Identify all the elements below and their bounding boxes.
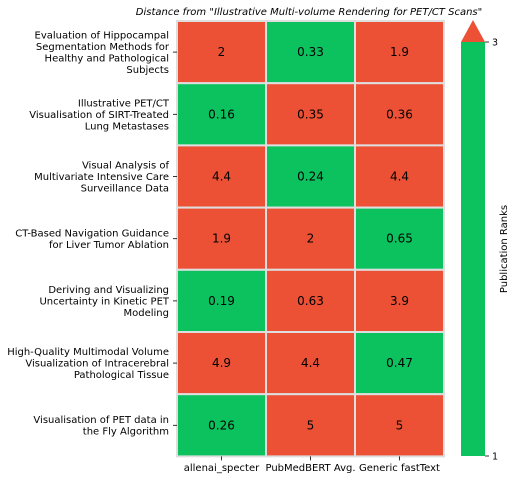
row-label: CT-Based Navigation Guidance for Liver Tu… xyxy=(15,228,169,251)
row-label: Deriving and Visualizing Uncertainty in K… xyxy=(39,285,169,319)
colorbar-tick-label: 3 xyxy=(492,38,498,49)
cell-value-label: 0.16 xyxy=(208,107,235,121)
cell-value-label: 0.36 xyxy=(386,107,413,121)
cell-value-label: 1.9 xyxy=(390,45,409,59)
row-label: Visual Analysis of Multivariate Intensive… xyxy=(34,161,169,195)
column-labels: allenai_specter PubMedBERT Avg. Generic fa… xyxy=(184,456,440,474)
heatmap-cell xyxy=(176,393,267,458)
cell-value-label: 0.24 xyxy=(297,170,324,184)
cell-value-label: 2 xyxy=(307,232,315,246)
colorbar-body xyxy=(461,42,485,456)
cell-value-label: 2 xyxy=(218,45,226,59)
cell-value-label: 0.47 xyxy=(386,356,413,370)
cell-value-label: 0.19 xyxy=(208,294,235,308)
colorbar-tick-label: 1 xyxy=(492,452,498,463)
heatmap-cell xyxy=(265,393,356,458)
column-label: Generic fastText xyxy=(359,463,440,474)
heatmap-cell xyxy=(354,82,445,147)
colorbar-extend-arrow xyxy=(461,20,485,42)
heatmap-cell xyxy=(265,268,356,333)
row-label: Visualisation of PET data in the Fly Algo… xyxy=(33,415,169,438)
colorbar: 3 1 Publication Ranks xyxy=(461,20,510,463)
cell-value-label: 4.4 xyxy=(212,170,231,184)
cell-value-label: 1.9 xyxy=(212,232,231,246)
cell-value-label: 4.9 xyxy=(212,356,231,370)
heatmap-cell xyxy=(354,206,445,271)
cell-value-label: 0.63 xyxy=(297,294,324,308)
cell-value-label: 4.4 xyxy=(390,170,409,184)
heatmap-cell xyxy=(265,20,356,85)
column-label: allenai_specter xyxy=(184,463,260,474)
column-label: PubMedBERT Avg. xyxy=(265,463,355,474)
cell-value-label: 5 xyxy=(307,418,315,432)
heatmap-cell xyxy=(354,393,445,458)
cell-value-label: 3.9 xyxy=(390,294,409,308)
row-label: High-Quality Multimodal Volume Visualizat… xyxy=(7,347,169,381)
colorbar-label: Publication Ranks xyxy=(499,205,510,293)
row-label: Illustrative PET/CT Visualisation of SIRT… xyxy=(29,98,170,132)
heatmap-cells: 2 0.33 1.9 0.16 0.35 0.36 4.4 0.24 4.4 1.9 2 0.65 0.… xyxy=(176,20,445,458)
row-labels: Evaluation of Hippocampal Segmentation Me… xyxy=(7,30,177,438)
cell-value-label: 0.33 xyxy=(297,45,324,59)
chart-title: Distance from "Illustrative Multi-volume… xyxy=(136,7,482,18)
cell-value-label: 0.65 xyxy=(386,232,413,246)
cell-value-label: 5 xyxy=(396,418,404,432)
heatmap-cell xyxy=(265,331,356,396)
cell-value-label: 0.35 xyxy=(297,107,324,121)
row-label: Evaluation of Hippocampal Segmentation Me… xyxy=(35,30,170,76)
heatmap-cell xyxy=(265,144,356,209)
heatmap-cell xyxy=(354,331,445,396)
cell-value-label: 0.26 xyxy=(208,418,235,432)
cell-value-label: 4.4 xyxy=(301,356,320,370)
